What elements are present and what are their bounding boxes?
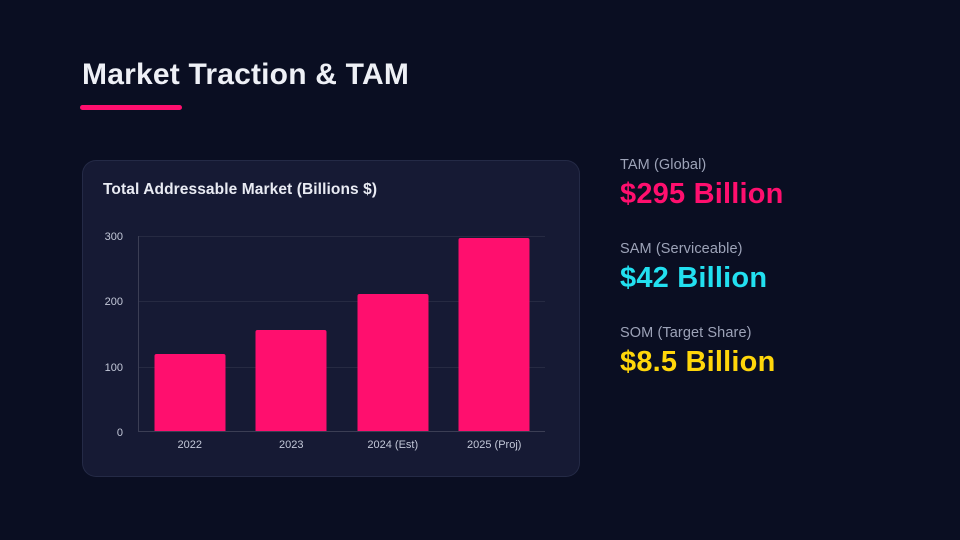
y-tick-100: 100 (104, 361, 123, 374)
stat-sam: SAM (Serviceable) $42 Billion (620, 241, 784, 295)
gridline-100 (139, 366, 545, 368)
stat-som-value: $8.5 Billion (620, 346, 776, 378)
title-accent-underline (80, 105, 182, 110)
x-tick-2022: 2022 (177, 439, 202, 451)
x-tick-2025 (Proj): 2025 (Proj) (467, 439, 522, 451)
bar-slot-2025 (Proj): 2025 (Proj) (444, 236, 546, 451)
stat-sam-value: $42 Billion (620, 262, 768, 294)
y-tick-300: 300 (104, 231, 123, 243)
bar-2023 (255, 329, 327, 431)
stat-som: SOM (Target Share) $8.5 Billion (620, 325, 784, 379)
bar-slot-2023: 2023 (241, 236, 343, 451)
bar-2025 (Proj) (458, 238, 530, 431)
gridline-300 (139, 236, 545, 237)
y-axis-labels: 0 100 200 300 (83, 231, 129, 439)
page-title: Market Traction & TAM (82, 58, 410, 91)
bar-slot-2024 (Est): 2024 (Est) (342, 236, 444, 451)
tam-chart-card: Total Addressable Market (Billions $) 0 1… (82, 160, 580, 477)
bar-2022 (154, 353, 226, 431)
stat-tam-value: $295 Billion (620, 178, 784, 210)
y-tick-0: 0 (116, 427, 123, 439)
plot-area: 2022 2023 2024 (Est) 2025 (Proj) (138, 236, 546, 451)
y-tick-200: 200 (104, 296, 123, 309)
stat-som-label: SOM (Target Share) (620, 325, 752, 341)
stats-column: TAM (Global) $295 Billion SAM (Serviceab… (620, 157, 784, 409)
bar-slot-2022: 2022 (139, 236, 241, 451)
x-tick-2023: 2023 (279, 439, 304, 451)
x-tick-2024 (Est): 2024 (Est) (367, 439, 419, 451)
stat-sam-label: SAM (Serviceable) (620, 241, 743, 257)
bar-2024 (Est) (357, 293, 429, 431)
gridline-200 (139, 301, 545, 303)
chart-title: Total Addressable Market (Billions $) (103, 181, 378, 198)
stat-tam: TAM (Global) $295 Billion (620, 157, 784, 211)
stat-tam-label: TAM (Global) (620, 157, 707, 173)
